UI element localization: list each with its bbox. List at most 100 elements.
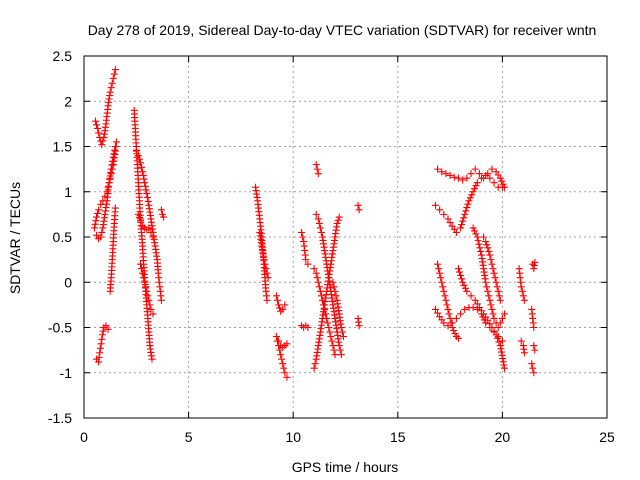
data-point xyxy=(445,310,453,318)
data-point xyxy=(112,138,120,146)
data-point xyxy=(492,331,500,339)
data-point xyxy=(500,310,508,318)
data-point xyxy=(438,168,446,176)
data-point xyxy=(498,348,506,356)
data-point xyxy=(106,88,114,96)
data-points xyxy=(90,66,539,381)
data-point xyxy=(314,170,322,178)
data-point xyxy=(338,328,346,336)
data-point xyxy=(99,327,107,335)
data-point xyxy=(328,337,336,345)
data-point xyxy=(493,283,501,291)
data-point xyxy=(94,209,102,217)
data-point xyxy=(474,237,482,245)
data-point xyxy=(260,256,268,264)
data-point xyxy=(141,179,149,187)
data-point xyxy=(339,333,347,341)
data-point xyxy=(106,287,114,295)
data-point xyxy=(431,305,439,313)
data-point xyxy=(355,206,363,214)
data-point xyxy=(93,231,101,239)
series-s21 xyxy=(310,213,343,372)
data-point xyxy=(143,190,151,198)
data-point xyxy=(500,364,508,372)
data-point xyxy=(475,170,483,178)
data-point xyxy=(434,309,442,317)
data-point xyxy=(446,219,454,227)
data-point xyxy=(312,161,320,169)
series-s31 xyxy=(480,233,504,304)
data-point xyxy=(132,147,140,155)
data-point xyxy=(97,233,105,241)
data-point xyxy=(461,210,469,218)
data-point xyxy=(488,165,496,173)
data-point xyxy=(459,176,467,184)
data-point xyxy=(486,320,494,328)
data-point xyxy=(482,278,490,286)
data-point xyxy=(435,265,443,273)
axis-ticks: 0 5 10 15 20 25 -1.5 -1 -0.5 0 0.5 1 1.5 2 2.5 xyxy=(48,48,615,445)
data-point xyxy=(458,275,466,283)
series-s16 xyxy=(298,228,312,268)
data-point xyxy=(519,292,527,300)
data-point xyxy=(452,228,460,236)
data-point xyxy=(441,292,449,300)
data-point xyxy=(329,342,337,350)
data-point xyxy=(302,256,310,264)
data-point xyxy=(451,330,459,338)
data-point xyxy=(498,351,506,359)
data-point xyxy=(477,247,485,255)
data-point xyxy=(264,274,272,282)
data-point xyxy=(490,179,498,187)
data-point xyxy=(488,260,496,268)
data-point xyxy=(473,233,481,241)
series-s8 xyxy=(134,210,157,241)
data-point xyxy=(109,157,117,165)
data-point xyxy=(485,292,493,300)
data-point xyxy=(331,351,339,359)
data-point xyxy=(461,305,469,313)
data-point xyxy=(484,244,492,252)
data-point xyxy=(463,287,471,295)
data-point xyxy=(98,331,106,339)
data-point xyxy=(102,322,110,330)
data-point xyxy=(490,327,498,335)
y-axis-label: SDTVAR / TECUs xyxy=(7,182,23,294)
data-point xyxy=(272,333,280,341)
data-point xyxy=(459,278,467,286)
y-tick-label: 2.5 xyxy=(53,48,73,64)
series-s37 xyxy=(530,342,539,354)
data-point xyxy=(279,360,287,368)
data-point xyxy=(141,182,149,190)
data-point xyxy=(483,283,491,291)
data-point xyxy=(96,349,104,357)
data-point xyxy=(91,220,99,228)
data-point xyxy=(468,191,476,199)
data-point xyxy=(484,316,492,324)
data-point xyxy=(108,161,116,169)
x-tick-label: 15 xyxy=(390,429,406,445)
data-point xyxy=(139,269,147,277)
data-point xyxy=(485,247,493,255)
data-point xyxy=(437,274,445,282)
data-point xyxy=(444,215,452,223)
data-point xyxy=(444,322,452,330)
data-point xyxy=(317,292,325,300)
data-point xyxy=(325,324,333,331)
data-point xyxy=(436,269,444,277)
chart-title: Day 278 of 2019, Sidereal Day-to-day VTE… xyxy=(88,22,597,38)
data-point xyxy=(337,351,345,359)
data-point xyxy=(530,342,538,350)
data-point xyxy=(275,301,283,309)
series-s35 xyxy=(528,305,538,331)
data-point xyxy=(446,171,454,179)
data-point xyxy=(494,334,502,342)
data-point xyxy=(436,206,444,214)
data-point xyxy=(142,283,150,291)
data-point xyxy=(457,310,465,318)
data-point xyxy=(334,216,342,224)
data-point xyxy=(336,346,344,354)
data-point xyxy=(144,197,152,205)
data-point xyxy=(110,70,118,78)
